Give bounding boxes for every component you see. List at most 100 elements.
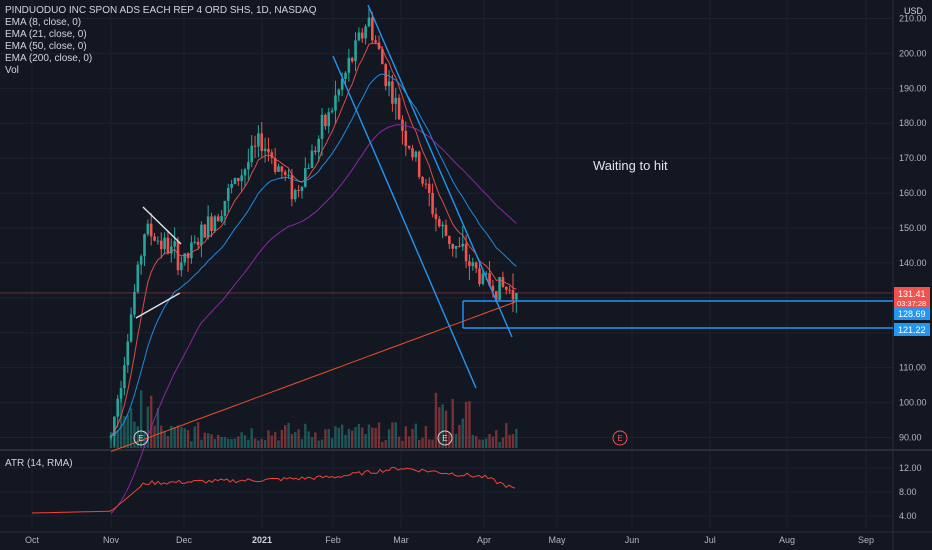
candle-body <box>411 148 414 158</box>
price-tag-bg <box>894 287 930 307</box>
volume-bar <box>230 439 233 448</box>
volume-bar <box>411 428 414 448</box>
volume-bar <box>491 436 495 448</box>
y-tick-label: 200.00 <box>899 48 927 58</box>
candle-body <box>166 237 170 254</box>
volume-bar <box>170 425 173 448</box>
ema21-line <box>110 73 517 437</box>
ema50-line <box>110 124 517 515</box>
y-tick-label: 150.00 <box>899 223 927 233</box>
currency-label: USD <box>904 6 924 16</box>
volume-bar <box>176 425 180 448</box>
x-tick-label: Jul <box>704 535 716 545</box>
x-tick-label: Oct <box>25 535 40 545</box>
volume-bar <box>428 439 431 448</box>
volume-bar <box>304 423 307 448</box>
volume-bar <box>297 429 300 448</box>
volume-bar <box>317 440 320 448</box>
volume-bar <box>418 440 421 448</box>
candle-body <box>180 262 183 271</box>
volume-bar <box>474 436 478 448</box>
volume-bar <box>250 428 253 448</box>
ema50-legend[interactable]: EMA (50, close, 0) <box>5 41 87 52</box>
vol-legend[interactable]: Vol <box>5 65 19 76</box>
candle-body <box>149 223 153 237</box>
volume-bar <box>340 424 344 448</box>
candle-body <box>515 292 518 300</box>
volume-bar <box>220 436 223 448</box>
candle-body <box>511 289 515 300</box>
volume-bar <box>166 436 170 448</box>
ema8-legend[interactable]: EMA (8, close, 0) <box>5 17 82 28</box>
volume-bar <box>501 437 505 448</box>
candle-body <box>190 242 193 259</box>
candle-body <box>213 216 217 232</box>
candle-body <box>464 243 468 262</box>
ema200-legend[interactable]: EMA (200, close, 0) <box>5 53 93 64</box>
volume-bar <box>243 435 247 448</box>
x-tick-label: Aug <box>779 535 795 545</box>
candle-body <box>173 241 176 247</box>
candle-body <box>176 241 180 271</box>
candle-body <box>210 216 213 232</box>
candle-body <box>156 240 160 242</box>
volume-bar <box>163 430 166 448</box>
volume-bar <box>290 433 294 448</box>
volume-bar <box>438 407 441 448</box>
volume-bar <box>371 427 374 448</box>
candle-body <box>170 246 173 254</box>
candle-body <box>133 291 136 315</box>
ema21-legend[interactable]: EMA (21, close, 0) <box>5 29 87 40</box>
candle-body <box>304 168 307 187</box>
volume-bar <box>160 425 163 448</box>
candle-body <box>216 216 220 222</box>
price-tag: 128.69 <box>894 307 930 320</box>
candle-body <box>206 216 210 238</box>
ema8-line <box>110 42 517 437</box>
candle-body <box>247 162 250 170</box>
volume-bar <box>126 414 129 448</box>
volume-bar <box>468 401 471 448</box>
volume-bar <box>223 437 227 448</box>
volume-bar <box>344 434 347 448</box>
candle-body <box>109 436 113 438</box>
candle-body <box>163 237 166 250</box>
candle-body <box>324 114 327 127</box>
y-tick-label: 210.00 <box>899 13 927 23</box>
candle-body <box>448 235 451 244</box>
candle-body <box>484 273 488 275</box>
candle-body <box>494 291 498 300</box>
y-tick-label: 160.00 <box>899 188 927 198</box>
candle-body <box>434 214 438 220</box>
candle-body <box>277 166 280 172</box>
volume-bar <box>424 426 428 448</box>
volume-bar <box>320 439 324 448</box>
chart-legend: PINDUODUO INC SPON ADS EACH REP 4 ORD SH… <box>5 5 317 77</box>
candle-body <box>153 236 156 241</box>
candle-body <box>250 145 253 163</box>
x-tick-label: Mar <box>393 535 409 545</box>
candle-body <box>357 32 361 41</box>
volume-bar <box>387 429 391 448</box>
y-tick-label: 180.00 <box>899 118 927 128</box>
candle-body <box>317 138 320 153</box>
candle-body <box>424 183 428 185</box>
candle-body <box>417 151 421 177</box>
candle-body <box>233 178 237 184</box>
symbol-title[interactable]: PINDUODUO INC SPON ADS EACH REP 4 ORD SH… <box>5 5 317 16</box>
volume-bar <box>377 422 381 448</box>
candle-body <box>381 48 384 65</box>
earnings-label: E <box>617 434 622 443</box>
atr-legend[interactable]: ATR (14, RMA) <box>5 458 73 469</box>
price-tag-countdown: 03:37:28 <box>897 299 926 308</box>
volume-bar <box>374 427 377 448</box>
candle-body <box>129 314 133 342</box>
candle-body <box>371 17 374 41</box>
volume-bar <box>505 423 508 448</box>
candle-body <box>421 176 424 184</box>
candle-body <box>237 178 240 182</box>
candle-body <box>253 145 257 147</box>
volume-bar <box>183 428 186 448</box>
candle-body <box>143 234 146 257</box>
